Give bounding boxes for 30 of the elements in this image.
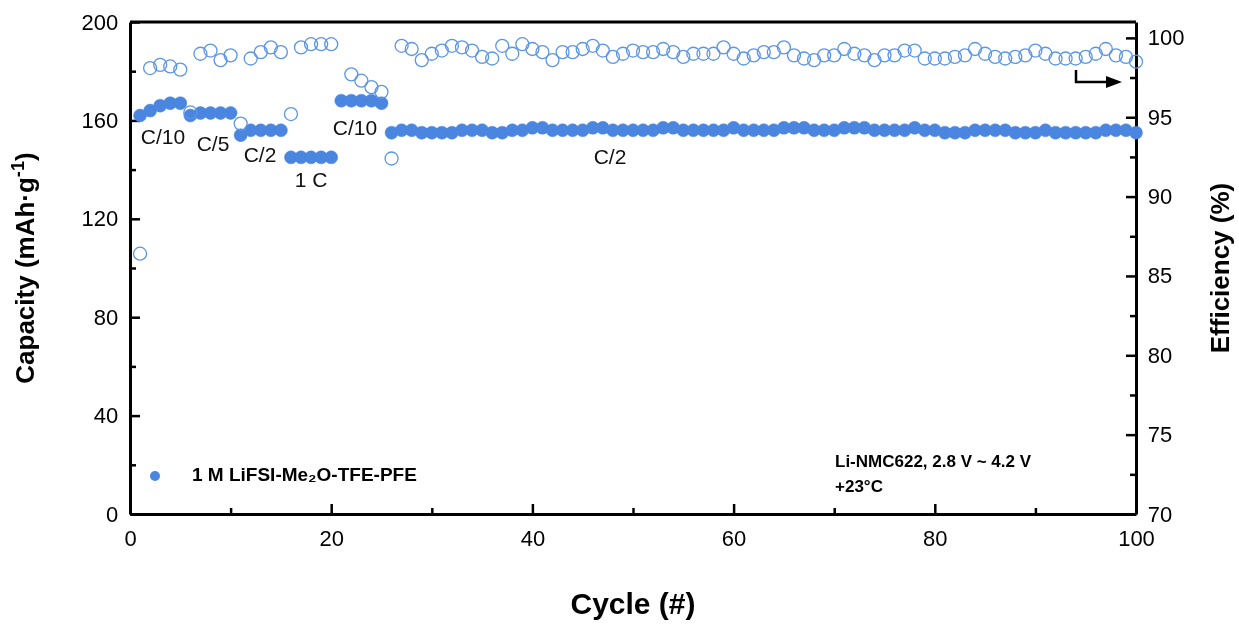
y2-tick-label: 90 <box>1147 184 1173 210</box>
x-tick-label: 100 <box>1118 525 1155 551</box>
annotation: +23°C <box>835 477 883 496</box>
annotation: Li-NMC622, 2.8 V ~ 4.2 V <box>835 452 1032 471</box>
x-tick-label: 60 <box>721 525 747 551</box>
x-tick-label: 80 <box>923 525 948 551</box>
y2-axis-title: Efficiency (%) <box>1205 182 1235 354</box>
y2-tick-label: 70 <box>1147 501 1173 527</box>
y-tick-label: 40 <box>93 403 119 429</box>
annotation: C/5 <box>196 131 230 155</box>
annotation: C/2 <box>593 144 627 168</box>
y-tick-label: 200 <box>81 9 119 35</box>
annotation: C/10 <box>332 115 378 139</box>
y-tick-label: 0 <box>105 501 119 527</box>
annotation: C/10 <box>140 124 186 148</box>
y2-tick-label: 100 <box>1147 25 1185 51</box>
y-tick-label: 80 <box>93 304 119 330</box>
annotation: C/2 <box>243 142 277 166</box>
y-tick-label: 160 <box>81 107 119 133</box>
legend-label: 1 M LiFSI-Me₂O-TFE-PFE <box>192 464 417 486</box>
y2-tick-label: 85 <box>1147 263 1173 289</box>
y2-tick-label: 80 <box>1147 342 1173 368</box>
x-tick-label: 20 <box>319 525 344 551</box>
x-axis-title: Cycle (#) <box>570 587 696 620</box>
y2-tick-label: 95 <box>1147 104 1173 130</box>
x-tick-label: 0 <box>124 525 137 551</box>
x-tick-label: 40 <box>520 525 546 551</box>
annotation: 1 C <box>294 167 328 191</box>
y-tick-label: 120 <box>81 206 119 232</box>
y2-tick-label: 75 <box>1147 422 1173 448</box>
